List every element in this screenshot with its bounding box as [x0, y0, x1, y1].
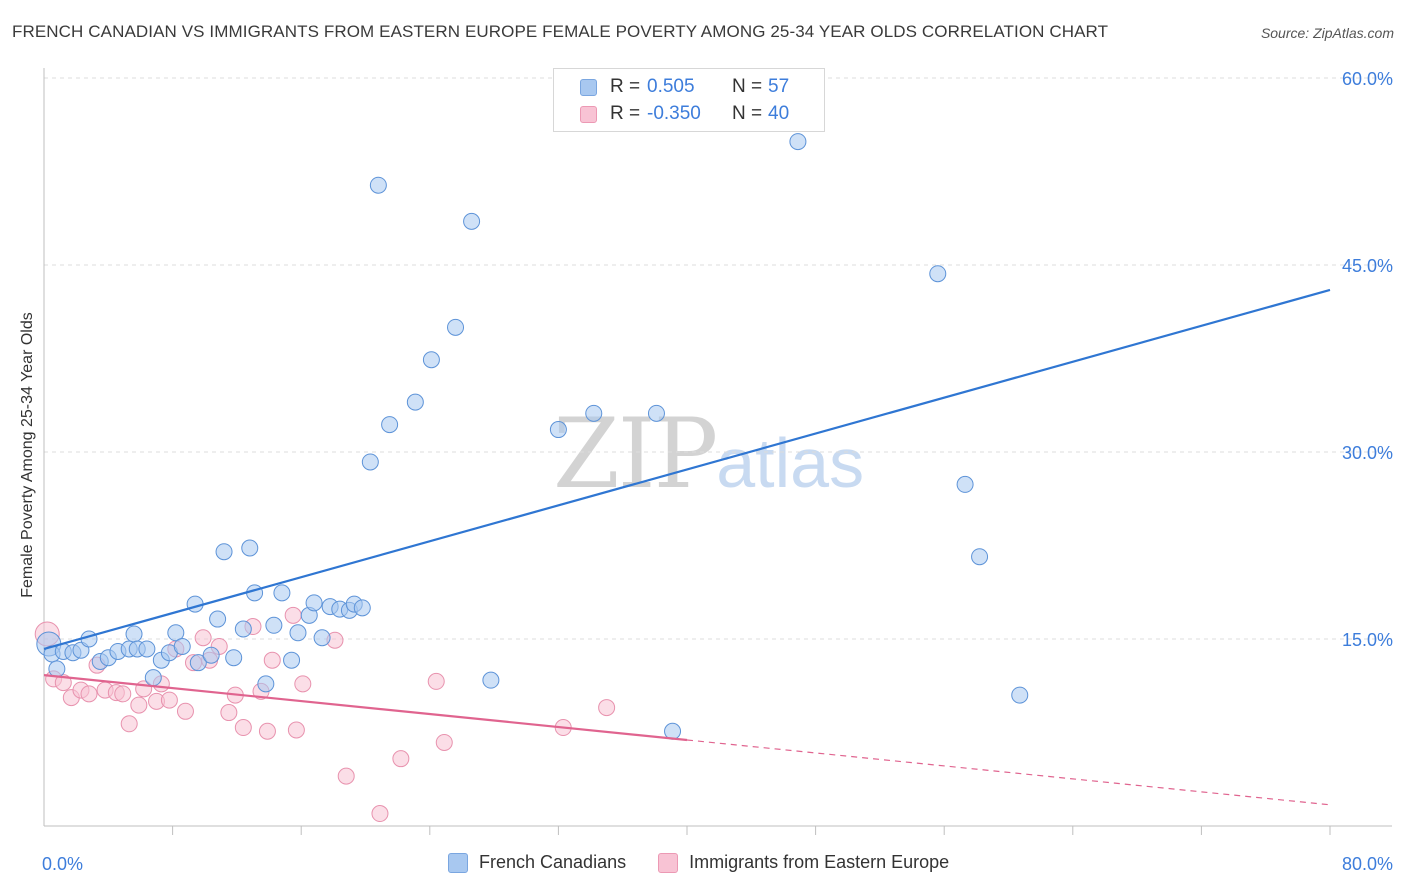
- trend-line-extension: [686, 739, 1331, 806]
- data-point: [258, 722, 276, 740]
- trend-lines: [43, 288, 1331, 806]
- x-tick-label: 80.0%: [1342, 854, 1393, 874]
- data-point: [956, 475, 974, 493]
- n-value: 57: [768, 76, 790, 97]
- data-point: [283, 651, 301, 669]
- data-point: [173, 637, 191, 655]
- y-axis-label: Female Poverty Among 25-34 Year Olds: [19, 312, 36, 598]
- data-point: [463, 212, 481, 230]
- data-point: [598, 699, 616, 717]
- data-point: [189, 654, 207, 672]
- data-point: [160, 691, 178, 709]
- series-points: [34, 133, 1029, 823]
- trend-line: [43, 288, 1331, 651]
- data-point: [353, 599, 371, 617]
- data-point: [202, 646, 220, 664]
- tick-labels: 15.0% 30.0% 45.0% 60.0% 0.0% 80.0%: [42, 69, 1393, 874]
- legend-item-eastern-europe[interactable]: Immigrants from Eastern Europe: [658, 852, 949, 873]
- data-point: [381, 416, 399, 434]
- data-point: [209, 610, 227, 628]
- data-point: [257, 675, 275, 693]
- source-note: Source: ZipAtlas.com: [1260, 25, 1394, 41]
- data-point: [929, 265, 947, 283]
- y-tick-label: 60.0%: [1342, 69, 1393, 89]
- data-point: [294, 675, 312, 693]
- watermark: ZIPatlas: [553, 398, 864, 510]
- n-value: 40: [768, 103, 790, 124]
- data-point: [234, 719, 252, 737]
- data-point: [263, 651, 281, 669]
- data-point: [234, 620, 252, 638]
- stats-legend: R = 0.505 N = 57 R = -0.350 N = 40: [553, 68, 825, 132]
- r-label: R =: [610, 76, 641, 97]
- data-point: [167, 624, 185, 642]
- watermark-atlas: atlas: [716, 424, 865, 502]
- legend-label: French Canadians: [479, 852, 627, 872]
- data-point: [114, 685, 132, 703]
- data-point: [789, 133, 807, 151]
- data-point: [313, 629, 331, 647]
- r-label: R =: [610, 103, 641, 124]
- y-tick-label: 15.0%: [1342, 630, 1393, 650]
- data-point: [284, 606, 302, 624]
- y-tick-label: 30.0%: [1342, 443, 1393, 463]
- data-point: [220, 704, 238, 722]
- data-point: [130, 696, 148, 714]
- data-point: [194, 629, 212, 647]
- data-point: [482, 671, 500, 689]
- data-point: [371, 805, 389, 823]
- data-point: [406, 393, 424, 411]
- data-point: [971, 548, 989, 566]
- data-point: [287, 721, 305, 739]
- data-point: [549, 421, 567, 439]
- data-point: [176, 702, 194, 720]
- series-legend: French Canadians Immigrants from Eastern…: [448, 852, 981, 873]
- data-point: [305, 594, 323, 612]
- y-tick-label: 45.0%: [1342, 256, 1393, 276]
- data-point: [585, 404, 603, 422]
- data-point: [265, 616, 283, 634]
- chart-title: FRENCH CANADIAN VS IMMIGRANTS FROM EASTE…: [12, 22, 1109, 41]
- data-point: [215, 543, 233, 561]
- data-point: [225, 649, 243, 667]
- legend-swatch-blue: [580, 78, 597, 96]
- legend-label: Immigrants from Eastern Europe: [689, 852, 950, 872]
- data-point: [54, 674, 72, 692]
- data-point: [138, 640, 156, 658]
- data-point: [1011, 686, 1029, 704]
- data-point: [289, 624, 307, 642]
- stats-row-eastern-europe: R = -0.350 N = 40: [580, 102, 789, 126]
- data-point: [48, 660, 66, 678]
- data-point: [80, 685, 98, 703]
- data-point: [241, 539, 259, 557]
- data-point: [144, 669, 162, 687]
- data-point: [447, 318, 465, 336]
- legend-swatch-pink: [658, 852, 679, 873]
- data-point: [337, 767, 355, 785]
- trend-line: [43, 674, 688, 742]
- data-point: [392, 750, 410, 768]
- n-label: N =: [732, 103, 763, 124]
- stats-row-french-canadians: R = 0.505 N = 57: [580, 75, 789, 99]
- r-value: 0.505: [647, 76, 695, 97]
- data-point: [435, 733, 453, 751]
- n-label: N =: [732, 76, 763, 97]
- data-point: [427, 672, 445, 690]
- data-point: [647, 404, 665, 422]
- data-point: [361, 453, 379, 471]
- data-point: [273, 584, 291, 602]
- legend-swatch-blue: [448, 852, 468, 873]
- r-value: -0.350: [647, 103, 701, 124]
- data-point: [125, 625, 143, 643]
- data-point: [369, 176, 387, 194]
- legend-swatch-pink: [580, 105, 597, 123]
- data-point: [422, 351, 440, 369]
- x-tick-label: 0.0%: [42, 854, 83, 874]
- legend-item-french-canadians[interactable]: French Canadians: [448, 852, 626, 873]
- data-point: [120, 715, 138, 733]
- watermark-zip: ZIP: [553, 398, 718, 510]
- axes: [43, 68, 1392, 835]
